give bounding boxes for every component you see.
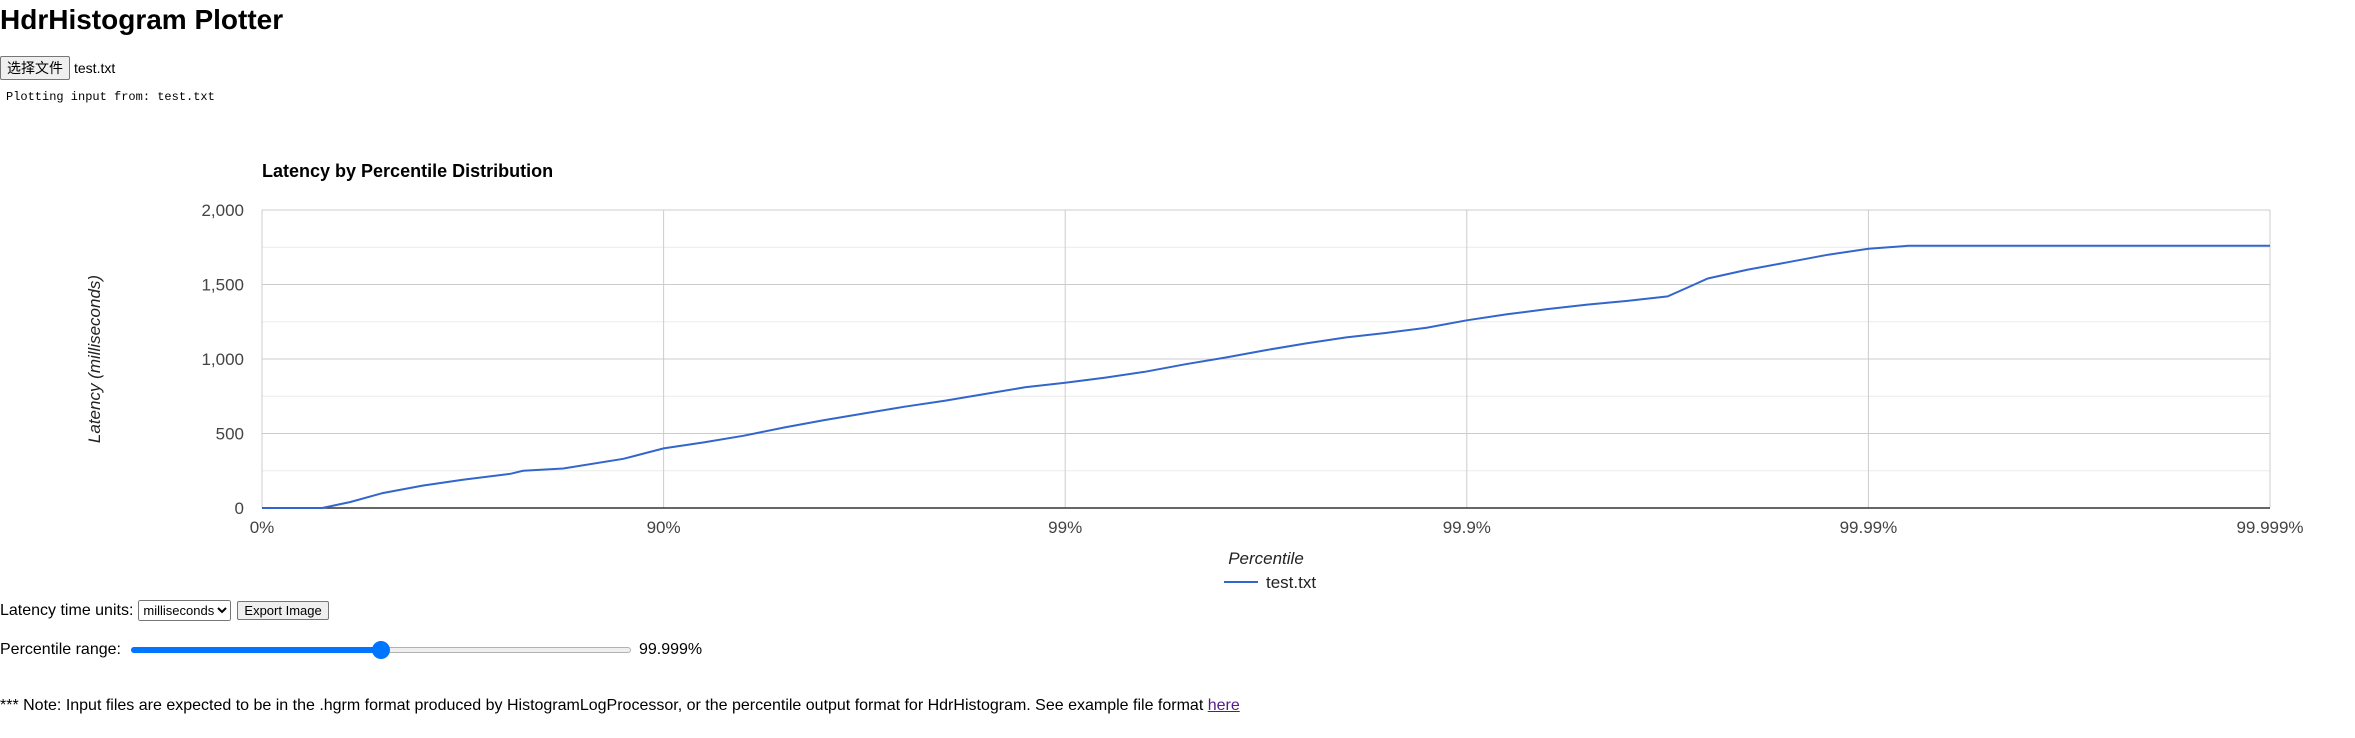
chart-title: Latency by Percentile Distribution	[262, 161, 553, 181]
chart-legend: test.txt	[1224, 573, 1316, 590]
export-image-button[interactable]: Export Image	[237, 601, 329, 620]
percentile-range-label: Percentile range:	[0, 641, 121, 658]
y-axis-label: Latency (milliseconds)	[85, 275, 104, 443]
y-tick-label: 0	[235, 499, 244, 518]
y-tick-label: 1,000	[201, 350, 244, 369]
x-tick-label: 90%	[647, 518, 681, 537]
slider-thumb[interactable]	[371, 641, 390, 659]
percentile-range-value: 99.999%	[638, 641, 703, 658]
units-label: Latency time units:	[0, 601, 134, 619]
x-axis-label: Percentile	[1228, 549, 1304, 568]
format-note-text: *** Note: Input files are expected to be…	[0, 697, 1208, 714]
y-tick-label: 1,500	[201, 276, 244, 295]
format-note: *** Note: Input files are expected to be…	[0, 697, 1240, 715]
percentile-range-slider[interactable]	[130, 640, 631, 660]
x-tick-label: 99.99%	[1840, 518, 1898, 537]
slider-fill	[130, 647, 381, 653]
page-title: HdrHistogram Plotter	[0, 4, 284, 35]
selected-file-name: test.txt	[74, 60, 116, 76]
percentile-range-controls: Percentile range: 99.999%	[0, 640, 702, 660]
legend-label: test.txt	[1266, 573, 1316, 590]
y-tick-label: 2,000	[201, 201, 244, 220]
x-tick-label: 0%	[250, 518, 275, 537]
plotting-message: Plotting input from: test.txt	[6, 90, 215, 104]
units-controls: Latency time units: milliseconds Export …	[0, 600, 329, 621]
x-tick-label: 99%	[1048, 518, 1082, 537]
choose-file-button[interactable]: 选择文件	[0, 56, 70, 80]
units-select[interactable]: milliseconds	[138, 600, 232, 621]
example-format-link[interactable]: here	[1207, 697, 1240, 714]
file-input: 选择文件 test.txt	[0, 56, 115, 80]
series-line-test-txt	[262, 244, 2270, 509]
y-tick-label: 500	[216, 425, 244, 444]
x-tick-label: 99.999%	[2236, 518, 2303, 537]
latency-chart: Latency by Percentile Distribution 0 500 1…	[0, 140, 2355, 590]
x-tick-label: 99.9%	[1443, 518, 1491, 537]
